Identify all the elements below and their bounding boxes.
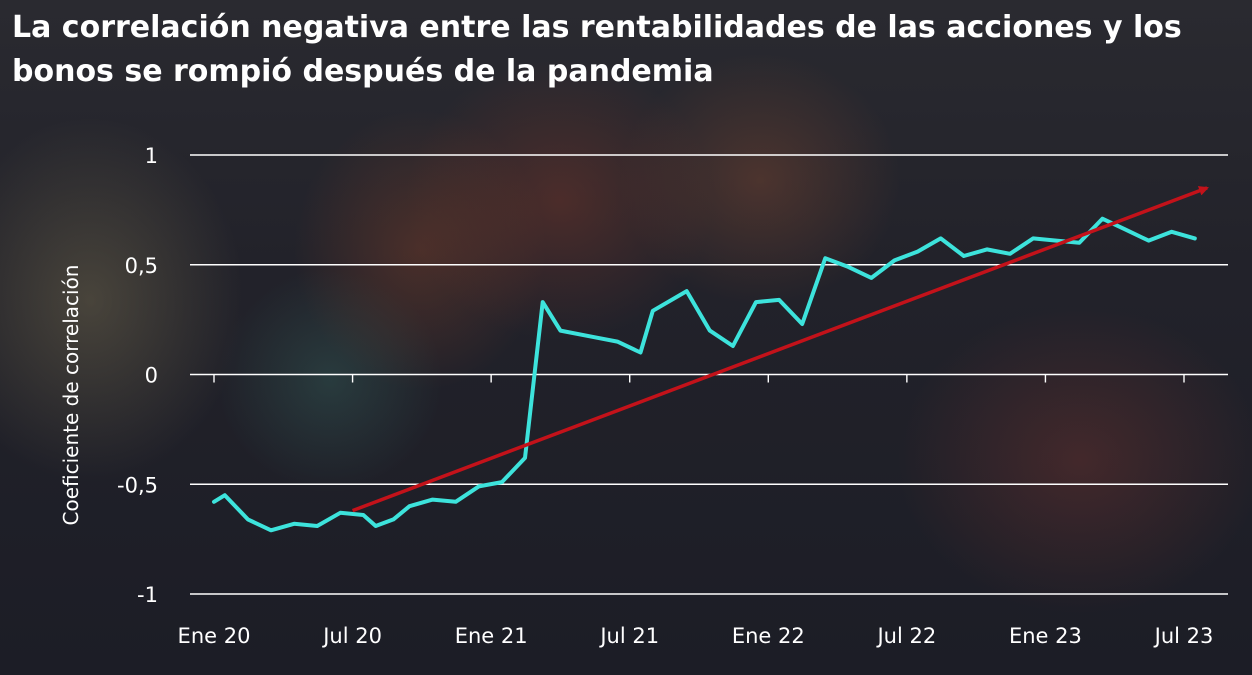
y-tick-label: 0,5: [125, 254, 158, 278]
chart-title: La correlación negativa entre las rentab…: [12, 10, 1182, 89]
x-tick-label: Ene 21: [455, 624, 528, 648]
x-tick-label: Jul 20: [321, 624, 382, 648]
y-axis-label: Coeficiente de correlación: [59, 265, 83, 526]
x-tick-label: Jul 21: [598, 624, 659, 648]
x-tick-label: Jul 22: [875, 624, 936, 648]
y-tick-label: -1: [137, 583, 158, 607]
x-tick-label: Ene 22: [732, 624, 805, 648]
y-tick-label: 0: [145, 364, 158, 388]
x-tick-label: Jul 23: [1153, 624, 1214, 648]
trend-arrow: [351, 186, 1209, 513]
x-tick-label: Ene 20: [178, 624, 251, 648]
y-tick-label: 1: [145, 144, 158, 168]
x-tick-label: Ene 23: [1009, 624, 1082, 648]
y-tick-label: -0,5: [117, 473, 158, 497]
